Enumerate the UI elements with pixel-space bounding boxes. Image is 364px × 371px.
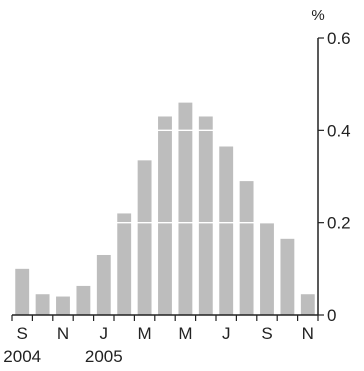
bar-8 — [178, 102, 193, 315]
y-unit-label: % — [311, 7, 324, 24]
x-tick-label-4: J — [100, 324, 109, 343]
bar-5 — [117, 213, 132, 315]
year-label-0: 2004 — [3, 347, 41, 366]
bar-12 — [260, 222, 274, 315]
x-tick-label-2: N — [57, 324, 69, 343]
x-tick-label-10: J — [222, 324, 231, 343]
y-tick-label-3: 0.6 — [327, 29, 351, 48]
bar-11 — [239, 181, 254, 315]
bar-14 — [300, 294, 315, 315]
bar-0 — [15, 268, 30, 315]
year-label-1: 2005 — [85, 347, 123, 366]
x-tick-label-6: M — [138, 324, 152, 343]
x-ticks-group: S N J M M J S N 2004 2005 — [3, 315, 319, 366]
y-tick-label-0: 0 — [327, 306, 336, 325]
bar-4 — [96, 254, 111, 315]
bar-6 — [137, 160, 152, 315]
bar-1 — [35, 294, 50, 315]
bar-2 — [56, 296, 70, 315]
bar-9 — [198, 116, 213, 315]
bars-group — [15, 102, 315, 315]
y-tick-label-1: 0.2 — [327, 214, 351, 233]
bar-10 — [219, 146, 234, 315]
x-tick-label-12: S — [261, 324, 272, 343]
gridlines-group — [12, 129, 318, 224]
bar-7 — [158, 116, 172, 315]
x-tick-label-8: M — [178, 324, 192, 343]
bar-3 — [76, 285, 91, 315]
bar-13 — [280, 238, 295, 315]
y-tick-label-2: 0.4 — [327, 121, 351, 140]
y-ticks-group: 0 0.2 0.4 0.6 — [318, 29, 351, 325]
x-tick-label-14: N — [302, 324, 314, 343]
x-tick-label-0: S — [17, 324, 28, 343]
